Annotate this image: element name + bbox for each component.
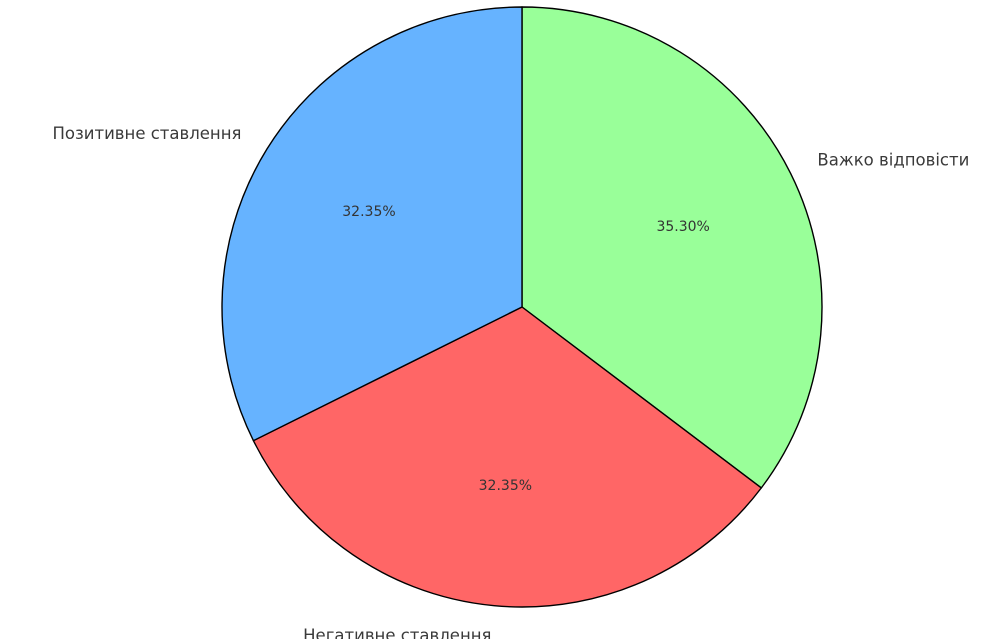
category-labels: Важко відповісти Негативне ставлення Позит… [52,124,969,639]
category-label-2: Позитивне ставлення [52,124,241,143]
pie-slice-2 [221,6,523,442]
pie-slice-0 [521,6,823,489]
pie-slice-1 [252,306,763,608]
pie-slices [221,6,823,608]
percentage-label-2: 32.35% [342,204,395,220]
category-label-1: Негативне ставлення [303,626,491,639]
category-label-0: Важко відповісти [817,150,969,169]
percentage-label-1: 32.35% [479,478,532,494]
percentage-label-0: 35.30% [656,219,709,235]
percentage-labels: 35.30% 32.35% 32.35% [342,204,710,494]
